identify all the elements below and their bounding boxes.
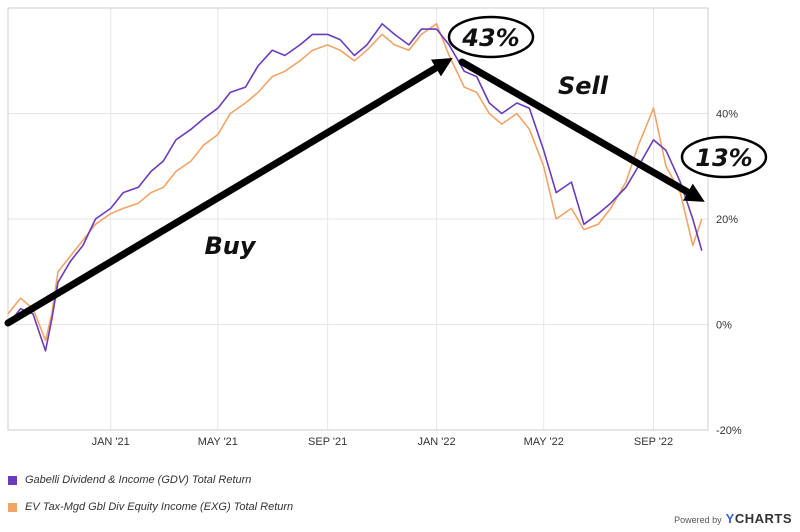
x-tick-label: MAY '21: [198, 436, 238, 448]
y-tick-label: 40%: [716, 109, 738, 121]
x-tick-label: SEP '21: [308, 436, 347, 448]
sell-label: Sell: [558, 72, 609, 100]
ycharts-logo-text: CHARTS: [734, 511, 792, 526]
x-tick-label: SEP '22: [634, 436, 673, 448]
ycharts-logo-y: Y: [725, 511, 735, 526]
x-tick-label: JAN '21: [92, 436, 130, 448]
legend-swatch-exg: [8, 502, 17, 512]
legend-item-exg: EV Tax-Mgd Gbl Div Equity Income (EXG) T…: [8, 501, 293, 513]
powered-by-text: Powered by: [674, 515, 722, 525]
series-line-exg: [7, 22, 703, 342]
callout-circle-43: [447, 15, 535, 59]
plot-frame: [7, 7, 709, 431]
buy-arrow: [4, 57, 453, 327]
callout-circle-13: [680, 135, 768, 179]
y-tick-label: 0%: [716, 320, 732, 332]
callout-13-text: 13%: [695, 144, 752, 172]
ycharts-logo: YCHARTS: [726, 511, 792, 526]
legend-item-gdv: Gabelli Dividend & Income (GDV) Total Re…: [8, 474, 251, 486]
legend-label-exg: EV Tax-Mgd Gbl Div Equity Income (EXG) T…: [25, 501, 294, 513]
series-line-gdv: [7, 22, 703, 352]
y-tick-label: -20%: [716, 425, 742, 437]
axis-labels: JAN '21 MAY '21 SEP '21 JAN '22 MAY '22 SEP '…: [92, 109, 742, 449]
legend-swatch-gdv: [8, 475, 17, 485]
callout-43-text: 43%: [461, 24, 519, 52]
buy-label: Buy: [204, 232, 256, 260]
y-tick-label: 20%: [716, 214, 738, 226]
x-tick-label: MAY '22: [524, 436, 564, 448]
x-tick-label: JAN '22: [417, 436, 455, 448]
sell-arrow: [458, 58, 705, 202]
legend-label-gdv: Gabelli Dividend & Income (GDV) Total Re…: [25, 474, 252, 486]
ycharts-branding: Powered by YCHARTS: [674, 511, 792, 526]
annotations: 43% 13% Buy Sell: [4, 15, 768, 327]
series-group: [7, 22, 703, 352]
